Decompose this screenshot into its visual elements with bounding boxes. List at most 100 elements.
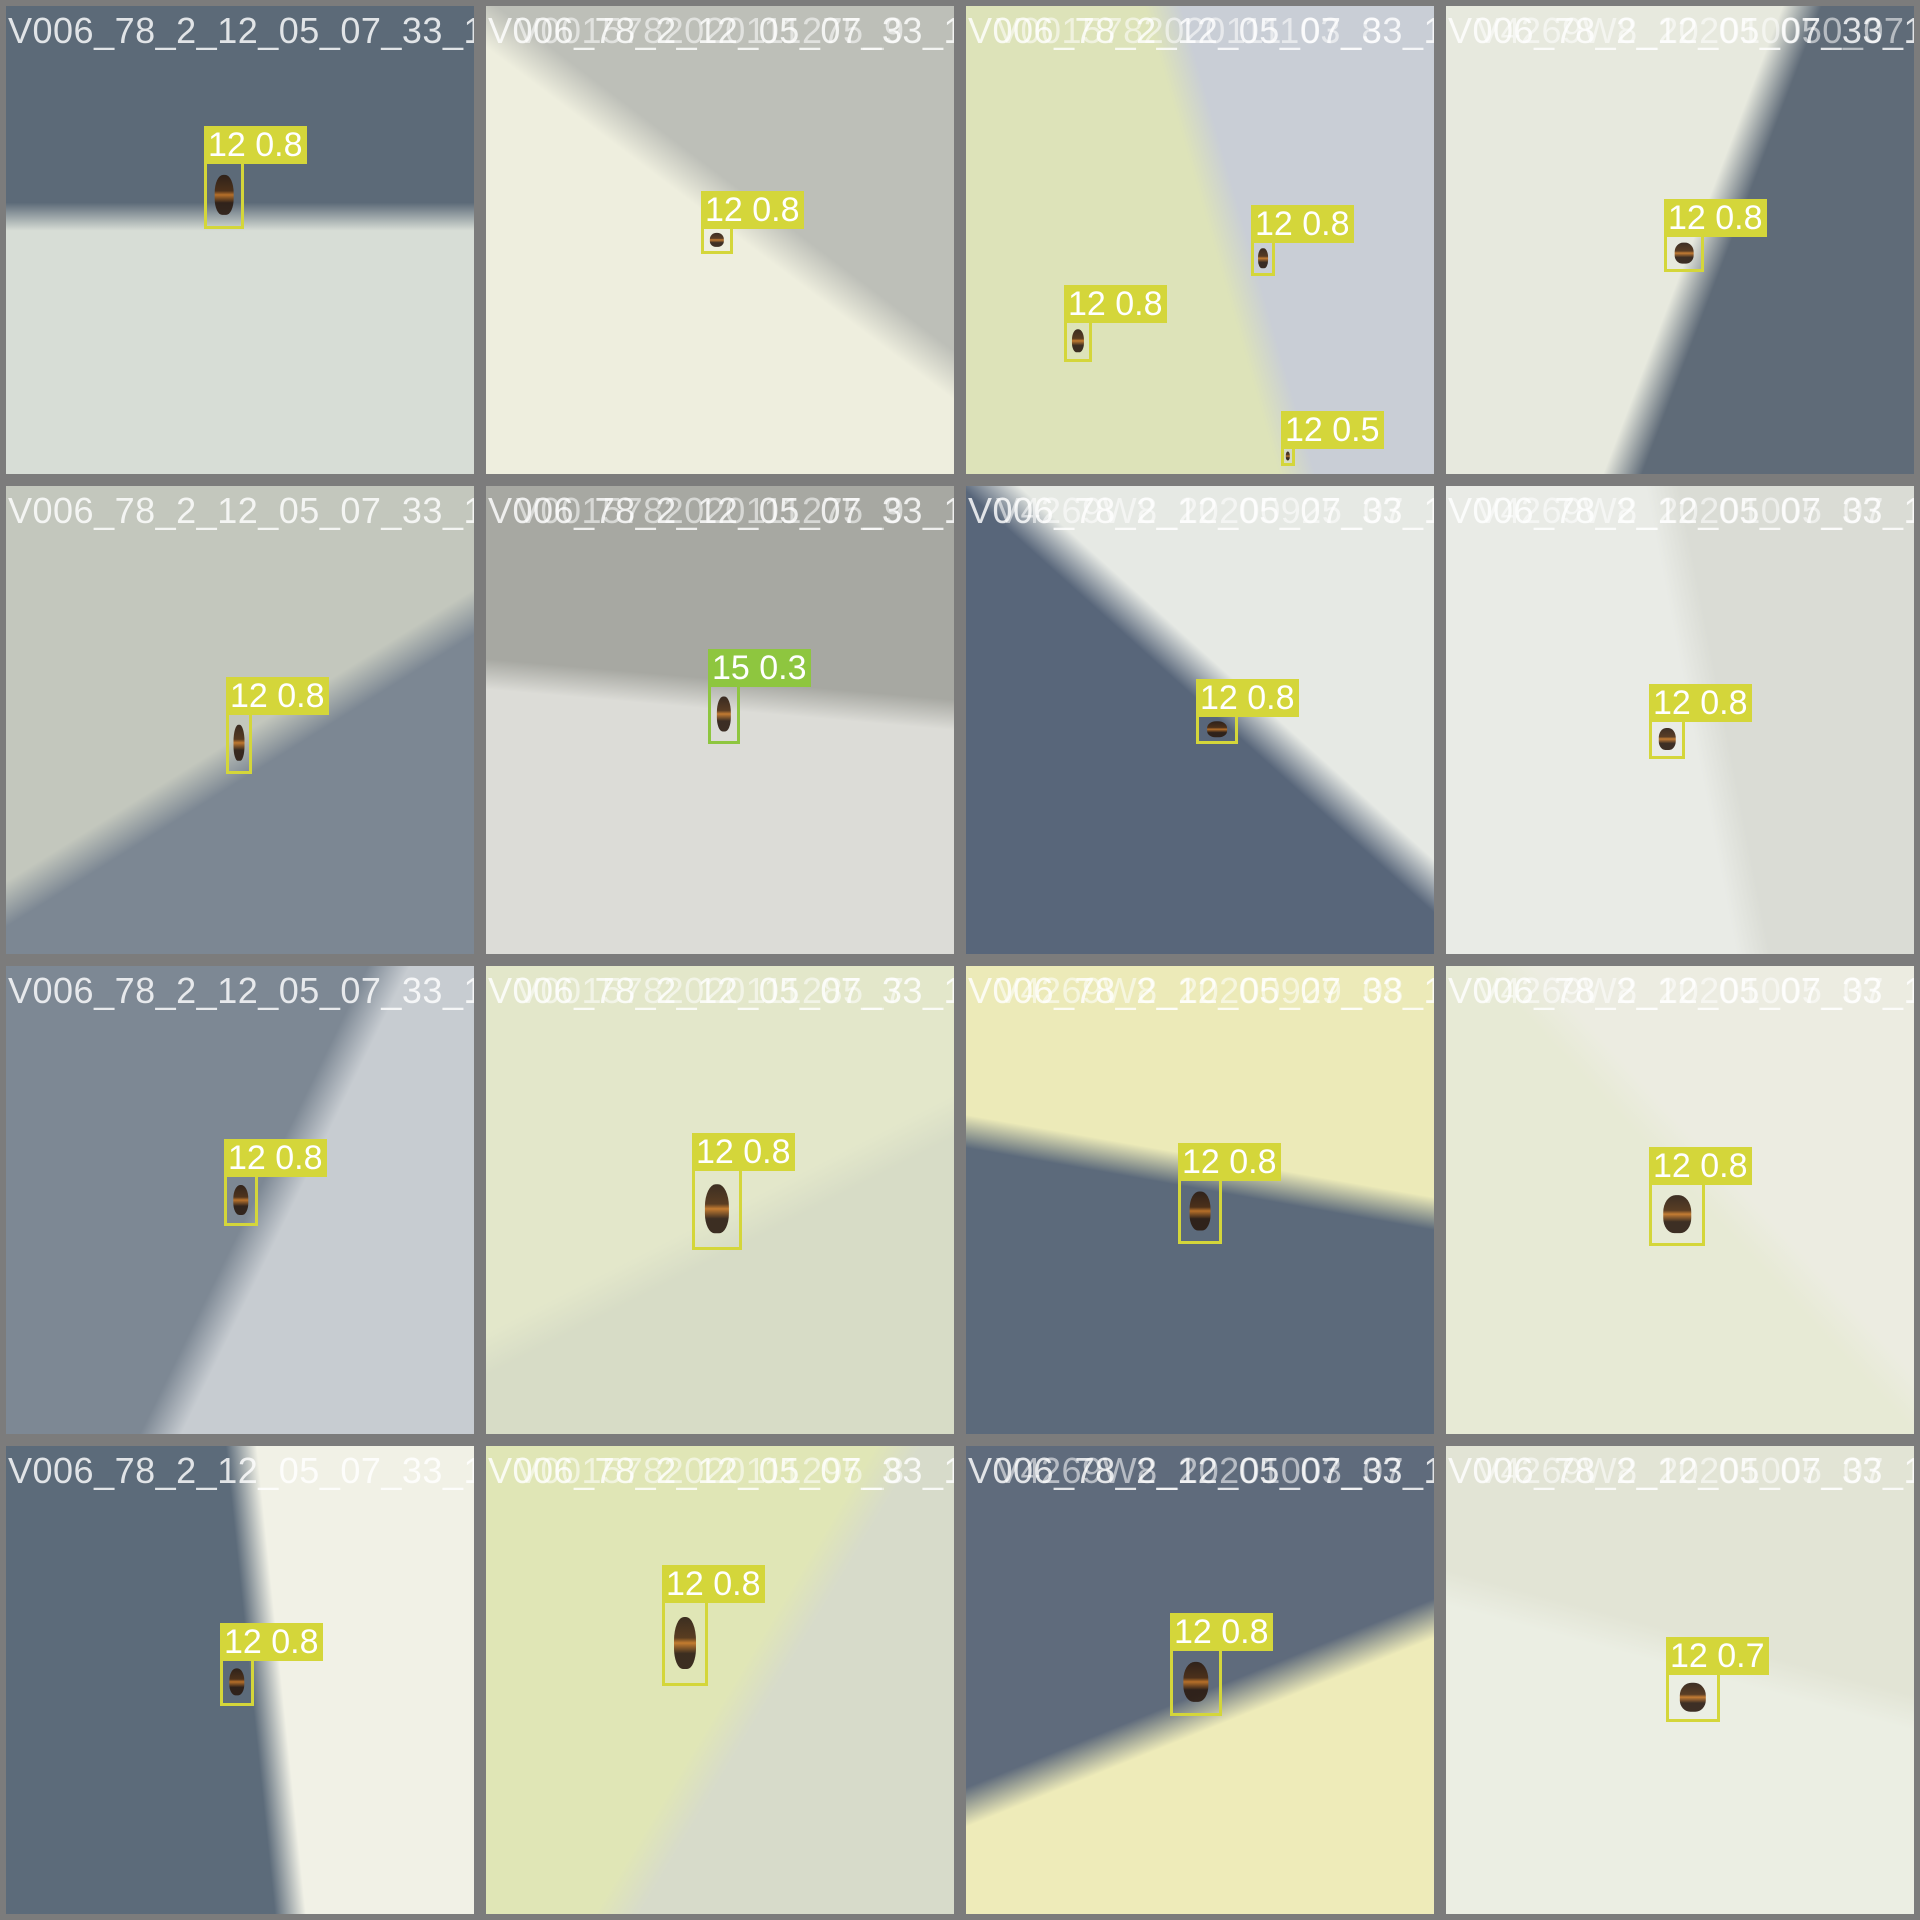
tile-title-overlap: V4269W8_20200925_07 [996, 490, 1404, 531]
tile-title-overlap: V0015782020111103_8 [996, 10, 1382, 51]
detection-label: 12 0.8 [1649, 684, 1752, 722]
tile-title: V006_78_2_12_05_07_33_1 [488, 490, 958, 531]
insect-shape [1207, 721, 1227, 737]
detection-box: 12 0.8 [220, 1623, 323, 1706]
detection-label: 12 0.8 [204, 126, 307, 164]
tile-title: V006_78_2_12_05_07_33_1 [1448, 970, 1918, 1011]
photo-background [6, 486, 474, 954]
insect-shape [674, 1617, 696, 1669]
tile-title: V006_78_2_12_05_07_33_1 [1448, 490, 1918, 531]
detection-box: 12 0.8 [1649, 1147, 1752, 1246]
insect-shape [1189, 1191, 1211, 1231]
tile-title: V006_78_2_12_05_07_33_1 [968, 970, 1438, 1011]
detection-box: 12 0.8 [701, 191, 804, 254]
detection-box: 12 0.8 [662, 1565, 765, 1686]
insect-shape [1071, 329, 1085, 353]
tile-title-overlap: V0015782020111285_7 [516, 970, 905, 1011]
tile-title: V006_78_2_12_05_07_33_1 [968, 10, 1438, 51]
insect-shape [704, 1184, 730, 1234]
tile-title: V006_78_2_12_05_07_33_1 [968, 1450, 1438, 1491]
detection-box: 12 0.8 [1649, 684, 1752, 759]
tile-title-overlap: V0015782020111275_9 [516, 10, 905, 51]
detection-box: 12 0.8 [224, 1139, 327, 1226]
tile-title-overlap: V0015782020111275_9 [516, 490, 905, 531]
photo-background [6, 6, 474, 474]
detection-label: 12 0.7 [1666, 1637, 1769, 1675]
detection-label: 12 0.8 [701, 191, 804, 229]
image-tile: V0015782020111285_7 V006_78_2_12_05_07_33… [480, 960, 960, 1440]
detection-label: 12 0.8 [226, 677, 329, 715]
detection-label: 12 0.8 [662, 1565, 765, 1603]
tile-title: V006_78_2_12_05_07_33_1 [8, 1450, 478, 1491]
insect-shape [1674, 242, 1694, 264]
detection-box: 12 0.8 [1064, 285, 1167, 362]
insect-shape [1183, 1661, 1209, 1703]
insect-shape [214, 174, 234, 216]
image-tile: V4269W8_202010050_07 V006_78_2_12_05_07_3… [1440, 0, 1920, 480]
tile-title-overlap: V4269W8_20201005_07 [1476, 1450, 1884, 1491]
detection-label: 12 0.8 [692, 1133, 795, 1171]
detection-label: 12 0.8 [1178, 1143, 1281, 1181]
detection-box: 12 0.8 [1664, 199, 1767, 272]
tile-title: V006_78_2_12_05_07_33_1 [1448, 10, 1918, 51]
tile-title: V006_78_2_12_05_07_33_1 [8, 490, 478, 531]
photo-background [966, 6, 1434, 474]
detection-box: 12 0.8 [692, 1133, 795, 1250]
image-tile: V4269W8_20201005_07 V006_78_2_12_05_07_33… [1440, 480, 1920, 960]
tile-title-overlap: V0015782020111295_8 [516, 1450, 905, 1491]
tile-title: V006_78_2_12_05_07_33_1 [8, 970, 478, 1011]
detection-label: 12 0.8 [224, 1139, 327, 1177]
photo-background [1446, 6, 1914, 474]
insect-shape [716, 696, 732, 732]
detection-label: 12 0.8 [1664, 199, 1767, 237]
tile-title: V006_78_2_12_05_07_33_1 [1448, 1450, 1918, 1491]
insect-shape [1658, 727, 1676, 751]
detection-label: 12 0.5 [1281, 411, 1384, 449]
tile-title: V006_78_2_12_05_07_33_1 [8, 10, 478, 51]
image-tile: V4269W8_20201005_07 V006_78_2_12_05_07_33… [1440, 1440, 1920, 1920]
photo-background [486, 1446, 954, 1914]
detection-label: 12 0.8 [220, 1623, 323, 1661]
photo-background [1446, 1446, 1914, 1914]
detection-label: 12 0.8 [1064, 285, 1167, 323]
insect-shape [233, 1185, 249, 1215]
image-tile: V006_78_2_12_05_07_33_1 12 0.8 [0, 1440, 480, 1920]
detection-box: 12 0.8 [1251, 205, 1354, 276]
insect-shape [233, 724, 245, 762]
image-tile: V006_78_2_12_05_07_33_1 12 0.8 [0, 480, 480, 960]
detection-box: 12 0.8 [1178, 1143, 1281, 1244]
image-tile: V006_78_2_12_05_07_33_1 12 0.8 [0, 960, 480, 1440]
tile-title-overlap: V4269W8_20201005_07 [1476, 490, 1884, 531]
image-tile: V4269W8_20201003_07 V006_78_2_12_05_07_33… [960, 1440, 1440, 1920]
tile-title: V006_78_2_12_05_07_33_1 [488, 10, 958, 51]
insect-shape [1285, 451, 1291, 461]
detection-box: 12 0.5 [1281, 411, 1384, 466]
tile-title-overlap: V4269W8_20201003_07 [996, 1450, 1404, 1491]
image-tile: V4269W8_20200929_08 V006_78_2_12_05_07_33… [960, 960, 1440, 1440]
detection-label: 12 0.8 [1170, 1613, 1273, 1651]
detection-box: 12 0.7 [1666, 1637, 1769, 1722]
image-tile: V006_78_2_12_05_07_33_1 12 0.8 [0, 0, 480, 480]
detection-label: 12 0.8 [1649, 1147, 1752, 1185]
image-tile: V0015782020111295_8 V006_78_2_12_05_07_33… [480, 1440, 960, 1920]
insect-shape [709, 232, 725, 248]
image-tile: V0015782020111103_8 V006_78_2_12_05_07_33… [960, 0, 1440, 480]
insect-shape [1258, 248, 1268, 268]
tile-title-overlap: V4269W8_202010050_07 [1476, 10, 1905, 51]
image-tile: V0015782020111275_9 V006_78_2_12_05_07_33… [480, 480, 960, 960]
detection-box: 12 0.8 [226, 677, 329, 774]
tile-title-overlap: V4269W8_20201005_07 [1476, 970, 1884, 1011]
image-tile: V0015782020111275_9 V006_78_2_12_05_07_33… [480, 0, 960, 480]
image-tile: V4269W8_20200925_07 V006_78_2_12_05_07_33… [960, 480, 1440, 960]
insect-shape [1663, 1195, 1691, 1233]
tile-title: V006_78_2_12_05_07_33_1 [488, 1450, 958, 1491]
insect-shape [229, 1668, 245, 1696]
detection-label: 12 0.8 [1196, 679, 1299, 717]
detection-box: 12 0.8 [204, 126, 307, 229]
detection-label: 12 0.8 [1251, 205, 1354, 243]
detection-label: 15 0.3 [708, 649, 811, 687]
tile-title: V006_78_2_12_05_07_33_1 [968, 490, 1438, 531]
photo-background [966, 486, 1434, 954]
image-tile: V4269W8_20201005_07 V006_78_2_12_05_07_33… [1440, 960, 1920, 1440]
